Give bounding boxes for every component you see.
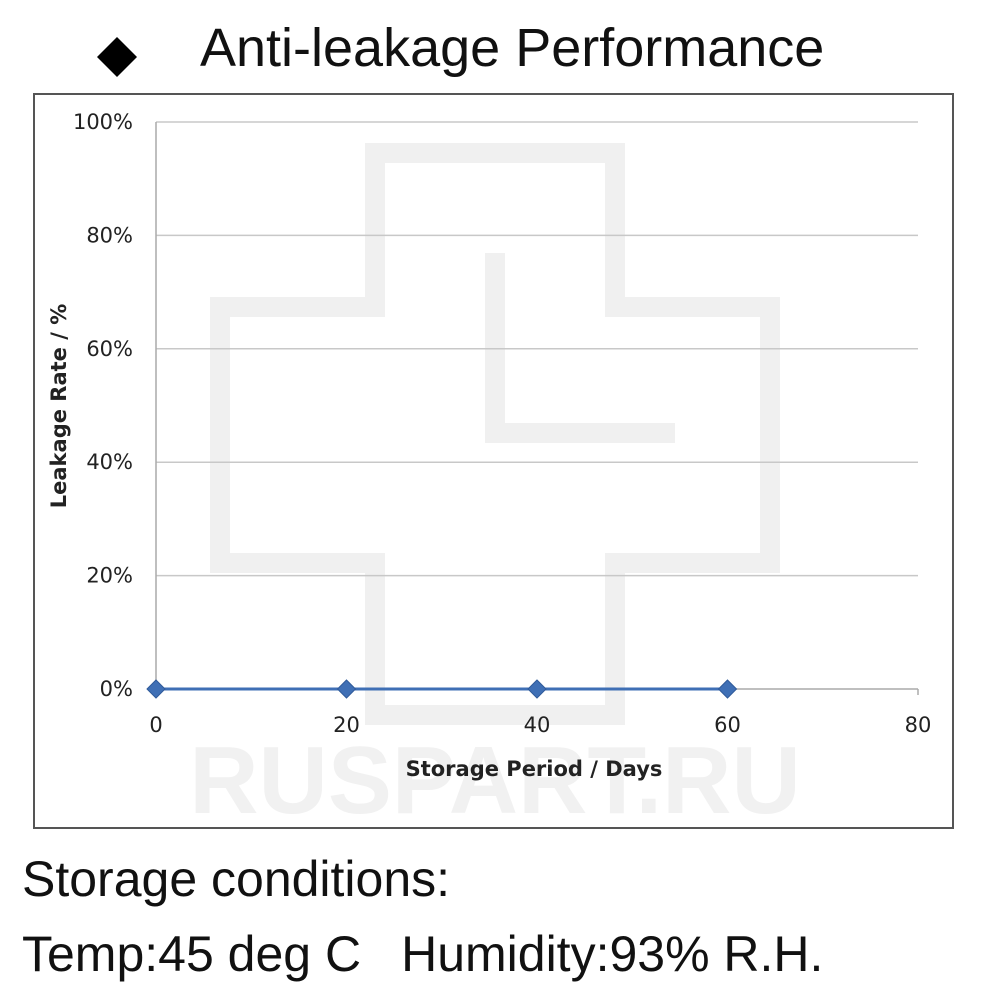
x-tick-label: 40 [524,713,551,737]
x-axis-ticks: 0 20 40 60 80 [149,689,931,737]
x-tick-label: 60 [714,713,741,737]
chart-heading: Anti-leakage Performance [0,12,1000,82]
storage-conditions-heading: Storage conditions: [22,851,451,907]
chart-frame: RUSPART.RU 0% 20% 40% 60% 80% 100% 0 20 40 60 80 … [33,93,954,829]
series [146,679,738,699]
y-tick-label: 20% [86,564,133,588]
data-point [336,679,357,699]
data-point [527,679,547,699]
humidity-value: Humidity:93% R.H. [401,926,824,982]
black-diamond-icon [97,37,137,77]
y-tick-label: 100% [73,110,133,134]
x-tick-label: 20 [333,713,360,737]
data-point [717,679,738,699]
y-tick-label: 80% [86,223,133,247]
heading-title: Anti-leakage Performance [200,18,825,78]
temperature-value: Temp:45 deg C [22,926,362,982]
x-tick-label: 80 [905,713,932,737]
y-axis-title: Leakage Rate / % [47,304,71,508]
x-axis-title: Storage Period / Days [406,757,663,781]
grid [156,121,918,577]
y-tick-label: 40% [86,450,133,474]
data-point [146,679,166,699]
y-tick-label: 0% [100,677,133,701]
y-axis-ticks: 0% 20% 40% 60% 80% 100% [73,110,133,701]
storage-conditions-values: Temp:45 deg C Humidity:93% R.H. [22,926,823,982]
axes [155,122,918,690]
watermark-text: RUSPART.RU [189,727,801,827]
cross-logo-icon [210,143,780,725]
line-chart: RUSPART.RU 0%20%40%60%80%100% 0 20 40 60 80 … [47,110,931,827]
x-tick-label: 0 [149,713,162,737]
y-tick-label: 60% [86,337,133,361]
